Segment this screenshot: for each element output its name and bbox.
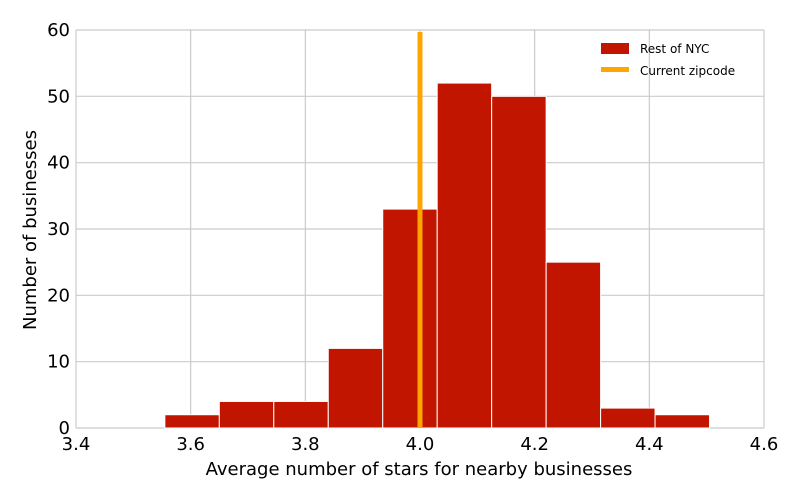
histogram-bar <box>382 208 438 429</box>
x-tick-label: 3.6 <box>176 434 205 455</box>
histogram-bar <box>654 414 711 429</box>
histogram-bars <box>164 82 711 429</box>
y-tick-labels: 0 10 20 30 40 50 60 <box>47 20 70 439</box>
x-axis-label: Average number of stars for nearby busin… <box>206 459 633 480</box>
y-axis-label: Number of businesses <box>20 130 41 330</box>
histogram-bar <box>600 407 656 429</box>
y-tick-label: 50 <box>47 86 70 107</box>
legend-label-current-zipcode: Current zipcode <box>640 64 735 78</box>
x-tick-label: 3.8 <box>291 434 320 455</box>
legend-swatch-current-zipcode <box>601 67 629 72</box>
histogram-bar <box>273 400 329 429</box>
x-tick-label: 4.2 <box>520 434 549 455</box>
x-tick-label: 3.4 <box>62 434 91 455</box>
x-tick-label: 4.0 <box>406 434 435 455</box>
x-tick-labels: 3.4 3.6 3.8 4.0 4.2 4.4 4.6 <box>62 434 779 455</box>
y-tick-label: 30 <box>47 219 70 240</box>
histogram-bar <box>164 414 220 429</box>
histogram-bar <box>491 95 547 429</box>
y-tick-label: 0 <box>59 418 70 439</box>
y-tick-label: 40 <box>47 153 70 174</box>
legend-label-rest-of-nyc: Rest of NYC <box>640 42 709 56</box>
histogram-bar <box>545 261 602 429</box>
x-tick-label: 4.6 <box>750 434 779 455</box>
legend: Rest of NYC Current zipcode <box>601 42 735 78</box>
y-tick-label: 60 <box>47 20 70 41</box>
histogram-bar <box>436 82 493 429</box>
x-tick-label: 4.4 <box>635 434 664 455</box>
histogram-bar <box>327 347 384 429</box>
y-tick-label: 20 <box>47 285 70 306</box>
histogram-bar <box>218 400 275 429</box>
y-tick-label: 10 <box>47 352 70 373</box>
legend-swatch-rest-of-nyc <box>601 43 629 54</box>
